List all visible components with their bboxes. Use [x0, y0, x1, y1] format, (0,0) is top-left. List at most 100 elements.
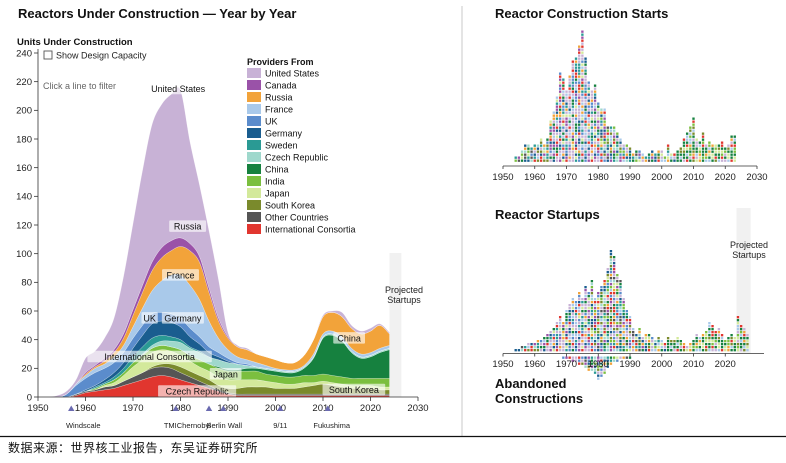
startup-dot: [727, 349, 730, 352]
stacked-areas: [37, 87, 390, 398]
startup-dot: [619, 322, 622, 325]
start-dot: [571, 81, 575, 84]
start-dot: [597, 102, 600, 105]
start-dot: [730, 144, 733, 147]
start-dot: [571, 111, 575, 114]
start-dot: [584, 66, 587, 69]
start-dot: [578, 63, 581, 66]
startups-tick-label: 1990: [619, 359, 640, 370]
start-dot: [574, 63, 578, 66]
start-dot: [568, 102, 571, 105]
show-capacity-label[interactable]: Show Design Capacity: [56, 51, 147, 61]
start-dot: [593, 87, 597, 90]
start-dot: [590, 123, 594, 126]
startup-dot: [651, 343, 654, 346]
show-capacity-control[interactable]: Show Design Capacity: [43, 50, 147, 61]
startup-dot: [625, 340, 628, 343]
startup-dot: [578, 349, 581, 352]
startups-tick-label: 2000: [651, 359, 672, 370]
startup-dot: [562, 346, 565, 349]
start-dot: [714, 144, 717, 147]
start-dot: [571, 129, 575, 132]
start-dot: [603, 132, 606, 135]
startup-dot: [705, 340, 708, 343]
startup-dot: [606, 334, 609, 337]
startup-dot: [743, 331, 746, 334]
startup-dot: [628, 322, 632, 325]
startup-dot: [628, 337, 632, 340]
startup-dot: [609, 331, 613, 334]
start-dot: [625, 156, 628, 159]
legend-item-uk: UK: [247, 116, 278, 127]
legend-swatch: [247, 92, 261, 102]
startup-dot: [660, 343, 663, 346]
start-dot: [593, 120, 597, 123]
startup-dot: [625, 349, 628, 352]
start-dot: [603, 141, 606, 144]
start-dot: [587, 84, 590, 87]
start-dot: [692, 147, 695, 150]
start-dot: [676, 150, 679, 153]
start-dot: [568, 78, 571, 81]
startup-dot: [568, 307, 571, 310]
start-dot: [581, 78, 584, 81]
start-dot: [568, 111, 571, 114]
start-dot: [565, 147, 568, 150]
startup-dot: [625, 319, 628, 322]
startup-dot: [641, 346, 644, 349]
abandoned-dot: [574, 359, 578, 362]
startup-dot: [584, 346, 587, 349]
start-dot: [574, 72, 578, 75]
startup-dot: [581, 322, 584, 325]
startup-dot: [587, 337, 590, 340]
startup-dot: [568, 322, 571, 325]
startup-dot: [597, 322, 600, 325]
start-dot: [590, 99, 594, 102]
abandoned-dot: [612, 356, 616, 359]
abandoned-dot: [600, 359, 603, 362]
startup-dot: [616, 283, 619, 286]
abandoned-dot: [625, 356, 628, 359]
start-dot: [682, 150, 686, 153]
startup-dot: [584, 340, 587, 343]
start-dot: [717, 159, 721, 162]
start-dot: [571, 84, 575, 87]
abandoned-dot: [590, 368, 594, 371]
start-dot: [581, 93, 584, 96]
start-dot: [571, 96, 575, 99]
startup-dot: [641, 343, 644, 346]
start-dot: [597, 141, 600, 144]
start-dot: [555, 114, 559, 117]
start-dot: [574, 126, 578, 129]
start-dot: [581, 51, 584, 54]
start-dot: [558, 81, 562, 84]
startup-dot: [622, 310, 625, 313]
start-dot: [558, 114, 562, 117]
start-dot: [558, 72, 562, 75]
abandoned-dot: [597, 359, 600, 362]
startup-dot: [571, 301, 575, 304]
y-tick-label: 40: [21, 335, 32, 346]
start-dot: [578, 99, 581, 102]
startup-dot: [571, 322, 575, 325]
startup-dot: [689, 343, 692, 346]
show-capacity-checkbox[interactable]: [43, 50, 53, 60]
start-dot: [527, 147, 530, 150]
startup-dot: [590, 334, 594, 337]
y-tick-label: 100: [16, 249, 32, 260]
startup-dot: [581, 337, 584, 340]
start-dot: [520, 156, 524, 159]
start-dot: [692, 126, 695, 129]
start-dot: [568, 132, 571, 135]
startup-dot: [590, 280, 594, 283]
start-dot: [612, 159, 616, 162]
start-dot: [612, 147, 616, 150]
startup-dot: [743, 346, 746, 349]
start-dot: [546, 144, 549, 147]
start-dot: [625, 144, 628, 147]
start-dot: [571, 114, 575, 117]
startup-dot: [625, 343, 628, 346]
startup-dot: [692, 349, 695, 352]
startup-dot: [533, 343, 536, 346]
startup-dot: [590, 295, 594, 298]
